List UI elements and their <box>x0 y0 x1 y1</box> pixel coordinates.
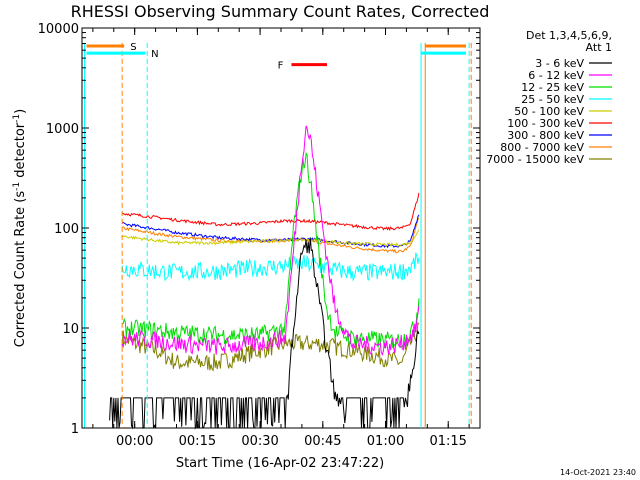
series-line-3-6-kev <box>109 237 420 430</box>
legend-label-3-6-kev: 3 - 6 keV <box>535 57 584 70</box>
axis-layer: 1 10 100 1000 10000 00:00 00:15 00:30 00:45 01:00… <box>38 22 480 449</box>
y-axis-label: Corrected Count Rate (s-1 detector-1) <box>12 109 28 347</box>
y-axis-label-sup2: -1 <box>12 114 22 123</box>
annotation-n-label: N <box>151 49 158 60</box>
x-tick-label: 01:00 <box>367 434 404 449</box>
legend-label-25-50-kev: 25 - 50 keV <box>521 93 584 106</box>
series-line-50-100-kev <box>121 229 420 247</box>
legend-label-12-25-kev: 12 - 25 keV <box>521 81 584 94</box>
y-tick-label: 1 <box>71 422 79 437</box>
legend-header-line2: Att 1 <box>586 41 612 54</box>
x-axis-label: Start Time (16-Apr-02 23:47:22) <box>176 456 384 471</box>
y-tick-label: 1000 <box>46 122 79 137</box>
legend-label-50-100-kev: 50 - 100 keV <box>514 105 584 118</box>
series-line-100-300-kev <box>122 192 420 231</box>
annotation-f-label: F <box>278 61 284 72</box>
y-axis-label-part3: ) <box>13 109 28 114</box>
x-tick-label: 00:15 <box>179 434 216 449</box>
legend-header-line1: Det 1,3,4,5,6,9, <box>526 29 612 42</box>
x-tick-label: 00:45 <box>304 434 341 449</box>
legend-label-300-800-kev: 300 - 800 keV <box>507 129 584 142</box>
y-axis-label-sup1: -1 <box>12 182 22 191</box>
annotation-layer: S N F <box>84 42 472 428</box>
series-line-800-7000-kev <box>121 217 420 254</box>
legend-label-800-7000-kev: 800 - 7000 keV <box>500 141 584 154</box>
series-line-300-800-kev <box>121 214 420 249</box>
series-line-12-25-kev <box>122 151 420 349</box>
x-tick-label: 01:15 <box>429 434 466 449</box>
legend-label-6-12-kev: 6 - 12 keV <box>528 69 584 82</box>
y-tick-label: 10 <box>62 322 79 337</box>
series-layer <box>109 125 420 430</box>
y-axis-label-part2: detector <box>13 122 28 182</box>
series-line-6-12-kev <box>121 125 420 356</box>
annotation-s-label: S <box>130 42 136 53</box>
y-tick-label: 100 <box>54 222 79 237</box>
x-tick-label: 00:30 <box>241 434 278 449</box>
series-line-25-50-kev <box>121 252 420 282</box>
x-tick-label: 00:00 <box>116 434 153 449</box>
legend-label-100-300-kev: 100 - 300 keV <box>507 117 584 130</box>
chart-title: RHESSI Observing Summary Count Rates, Co… <box>71 2 490 21</box>
y-axis-label-part1: Corrected Count Rate (s <box>13 191 28 348</box>
legend-label-7000-15000-kev: 7000 - 15000 keV <box>486 153 584 166</box>
y-tick-label: 10000 <box>38 22 79 37</box>
footer-date: 14-Oct-2021 23:40 <box>560 468 636 477</box>
